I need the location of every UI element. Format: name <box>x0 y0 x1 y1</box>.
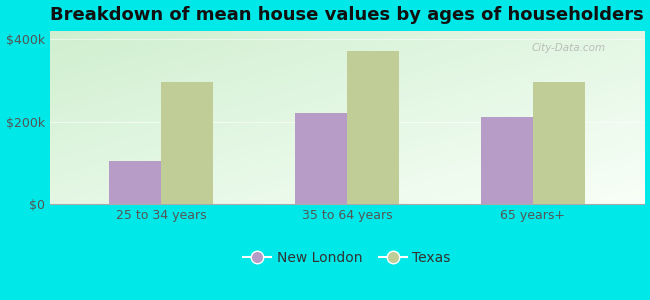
Text: City-Data.com: City-Data.com <box>532 43 606 53</box>
Legend: New London, Texas: New London, Texas <box>238 245 456 270</box>
Bar <box>109 161 161 204</box>
Bar <box>161 82 213 204</box>
Title: Breakdown of mean house values by ages of householders: Breakdown of mean house values by ages o… <box>50 6 644 24</box>
Bar <box>533 82 585 204</box>
Bar <box>295 112 347 204</box>
Bar <box>347 51 399 204</box>
Bar <box>481 117 533 204</box>
